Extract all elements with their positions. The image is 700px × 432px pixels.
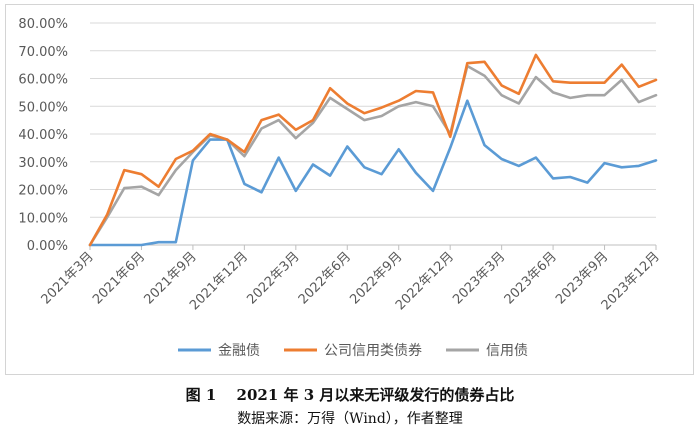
legend-label: 金融债	[218, 343, 260, 359]
axes	[89, 244, 657, 250]
legend: 金融债 公司信用类债券 信用债	[178, 343, 528, 359]
y-tick-label: 40.00%	[18, 128, 68, 143]
series-line-2	[88, 64, 658, 247]
y-tick-label: 0.00%	[27, 239, 68, 254]
x-tick-label: 2023年3月	[450, 249, 508, 307]
figure-caption-source: 数据来源：万得（Wind），作者整理	[237, 411, 463, 427]
line-chart: 0.00% 10.00% 20.00% 30.00% 40.00% 50.00% 60.00…	[18, 17, 663, 359]
x-tick-label: 2022年6月	[296, 249, 354, 307]
y-tick-label: 70.00%	[18, 45, 68, 60]
x-tick-label: 2022年3月	[244, 249, 302, 307]
x-tick-label: 2021年6月	[90, 249, 148, 307]
y-tick-label: 80.00%	[18, 17, 68, 32]
x-tick-label: 2023年6月	[502, 249, 560, 307]
series-line-0	[88, 99, 658, 247]
chart-frame: 0.00% 10.00% 20.00% 30.00% 40.00% 50.00% 60.00…	[5, 4, 694, 375]
x-tick-labels: 2021年3月2021年6月2021年9月2021年12月2022年3月2022…	[39, 249, 663, 313]
series-lines	[88, 53, 658, 247]
y-tick-label: 10.00%	[18, 211, 68, 226]
y-tick-label: 50.00%	[18, 100, 68, 115]
series-line-1	[88, 53, 658, 247]
gridlines	[90, 22, 656, 218]
x-tick-label: 2021年3月	[39, 249, 97, 307]
figure-caption-title: 图 1 2021 年 3 月以来无评级发行的债券占比	[185, 386, 515, 404]
y-tick-label: 20.00%	[18, 184, 68, 199]
y-tick-label: 30.00%	[18, 156, 68, 171]
y-tick-labels: 0.00% 10.00% 20.00% 30.00% 40.00% 50.00% 60.00…	[18, 17, 68, 254]
legend-label: 信用债	[486, 343, 528, 359]
legend-label: 公司信用类债券	[324, 343, 422, 359]
y-tick-label: 60.00%	[18, 73, 68, 88]
